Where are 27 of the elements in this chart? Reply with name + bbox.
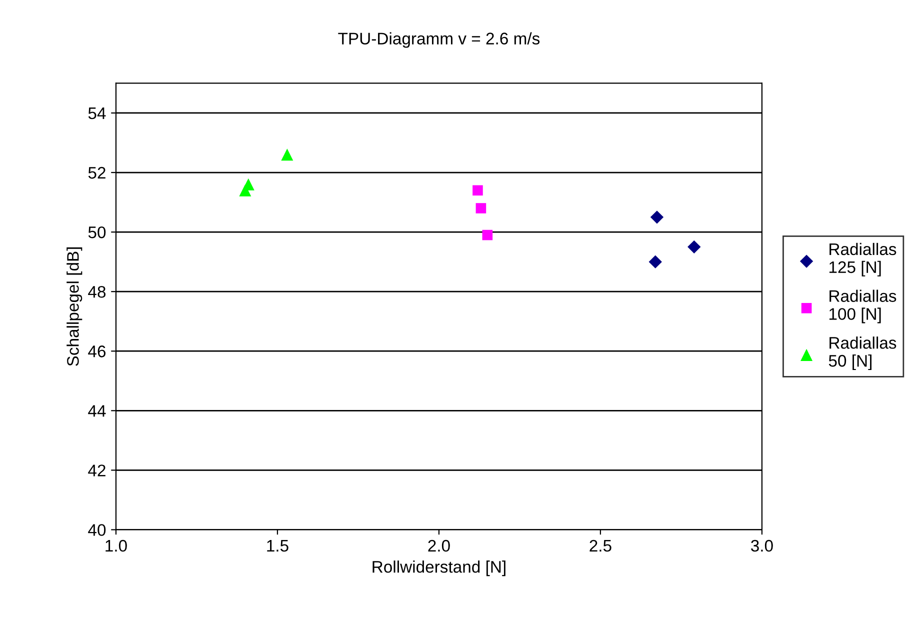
chart-title: TPU-Diagramm v = 2.6 m/s [338,32,540,48]
x-tick-label: 2.0 [428,540,450,552]
legend-label: Radiallas 100 [N] [829,290,896,324]
y-tick-label: 50 [88,226,106,238]
x-tick-label: 2.5 [590,540,612,552]
point [281,148,294,161]
x-axis-title: Rollwiderstand [N] [372,560,506,576]
x-tick-label: 3.0 [751,540,773,552]
y-axis-title: Schallpegel [dB] [66,247,82,366]
point [472,185,483,196]
legend-label: Radiallas 50 [N] [828,336,896,370]
y-tick-label: 52 [88,166,106,179]
point [648,255,662,268]
x-tick-label: 1.5 [267,540,288,552]
y-tick-label: 42 [88,464,106,476]
point [688,240,701,254]
point [476,203,486,214]
y-tick-label: 40 [88,524,106,536]
x-tick-label: 1.0 [106,540,127,552]
y-tick-label: 46 [88,346,106,358]
point [482,230,493,240]
point [242,178,254,190]
point [650,210,664,224]
y-tick-label: 54 [88,108,106,120]
legend-label: Radiallas 125 [N] [829,242,896,276]
y-tick-label: 44 [88,405,106,417]
y-tick-label: 48 [88,286,106,298]
